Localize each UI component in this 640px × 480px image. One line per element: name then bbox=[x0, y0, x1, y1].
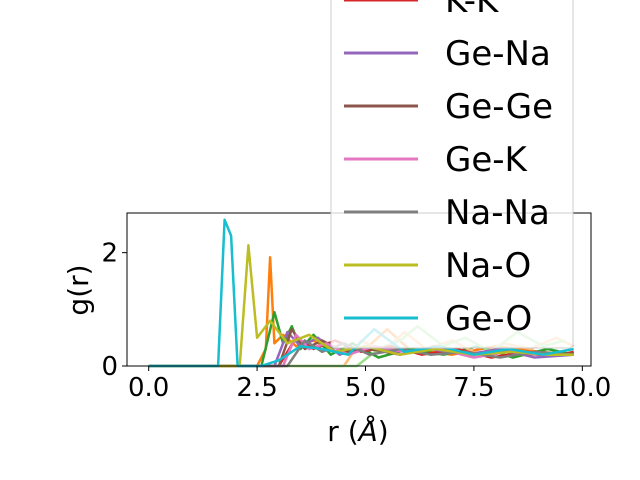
series-line-ge-o bbox=[148, 218, 574, 368]
x-axis-ticks: 0.0 2.5 5.0 7.5 10.0 bbox=[128, 366, 611, 403]
legend: K-K Ge-Na Ge-Ge Ge-K Na-Na Na-O Ge-O bbox=[330, 0, 574, 349]
legend-box bbox=[330, 0, 574, 349]
x-tick-label: 2.5 bbox=[236, 373, 277, 403]
x-tick-label: 10.0 bbox=[553, 373, 611, 403]
legend-label-ge-o: Ge-O bbox=[445, 299, 532, 339]
y-axis-label: g(r) bbox=[62, 264, 95, 315]
y-tick-label: 0 bbox=[101, 352, 118, 382]
legend-label-ge-na: Ge-Na bbox=[445, 34, 551, 74]
legend-label-ge-ge: Ge-Ge bbox=[445, 87, 553, 127]
y-axis-ticks: 02 bbox=[101, 239, 127, 382]
x-axis-label: r (Å) bbox=[327, 414, 388, 448]
legend-label-na-o: Na-O bbox=[445, 246, 531, 286]
x-tick-label: 0.0 bbox=[128, 373, 169, 403]
legend-label-na-na: Na-Na bbox=[445, 193, 550, 233]
x-tick-label: 5.0 bbox=[345, 373, 386, 403]
y-tick-label: 2 bbox=[101, 239, 118, 269]
legend-label-k-k: K-K bbox=[445, 0, 500, 21]
x-tick-label: 7.5 bbox=[453, 373, 494, 403]
legend-label-ge-k: Ge-K bbox=[445, 140, 529, 180]
